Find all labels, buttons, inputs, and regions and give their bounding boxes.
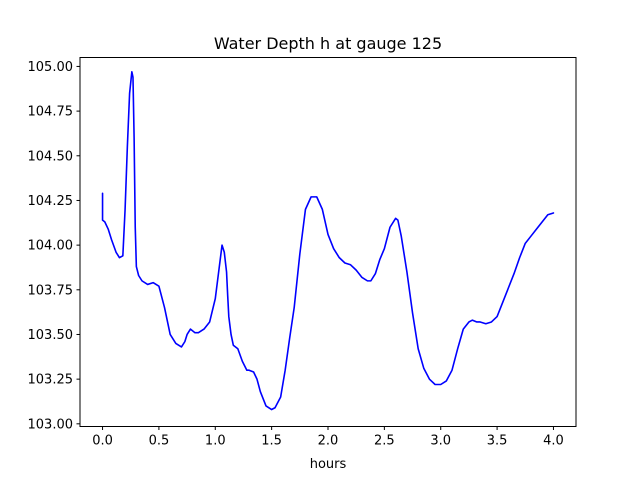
water-depth-line: [101, 71, 555, 411]
y-tick-label: 103.50: [28, 328, 74, 343]
x-tick-label: 3.0: [430, 434, 451, 449]
x-tick-label: 0.5: [149, 434, 170, 449]
y-tick-label: 103.75: [28, 283, 74, 298]
x-tick-label: 1.5: [261, 434, 282, 449]
x-tick-label: 0.0: [92, 434, 113, 449]
chart-title: Water Depth h at gauge 125: [214, 34, 442, 53]
y-tick-label: 103.00: [28, 417, 74, 432]
plot-frame: [79, 57, 577, 427]
x-tick-label: 2.5: [374, 434, 395, 449]
x-tick-label: 2.0: [318, 434, 339, 449]
x-tick-label: 3.5: [487, 434, 508, 449]
y-tick-label: 104.75: [28, 105, 74, 120]
y-tick-label: 103.25: [28, 373, 74, 388]
y-tick-label: 104.50: [28, 149, 74, 164]
series-layer: [101, 71, 555, 411]
x-axis: 0.0 0.5 1.0 1.5 2.0 2.5 3.0 3.5 4.0: [92, 426, 564, 449]
y-axis: 103.00 103.25 103.50 103.75 104.00 104.25 104.…: [28, 60, 80, 432]
y-tick-label: 105.00: [28, 60, 74, 75]
y-tick-label: 104.00: [28, 239, 74, 254]
y-tick-label: 104.25: [28, 194, 74, 209]
x-tick-label: 4.0: [543, 434, 564, 449]
x-axis-label: hours: [310, 457, 347, 472]
x-tick-label: 1.0: [205, 434, 226, 449]
